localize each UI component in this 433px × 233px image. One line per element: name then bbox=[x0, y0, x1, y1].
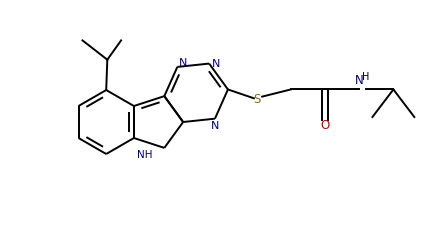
Text: NH: NH bbox=[137, 150, 152, 160]
Text: H: H bbox=[362, 72, 369, 82]
Text: N: N bbox=[355, 74, 364, 87]
Text: N: N bbox=[212, 58, 220, 69]
Text: O: O bbox=[320, 119, 330, 132]
Text: S: S bbox=[253, 93, 260, 106]
Text: N: N bbox=[211, 121, 219, 131]
Text: N: N bbox=[179, 58, 187, 68]
